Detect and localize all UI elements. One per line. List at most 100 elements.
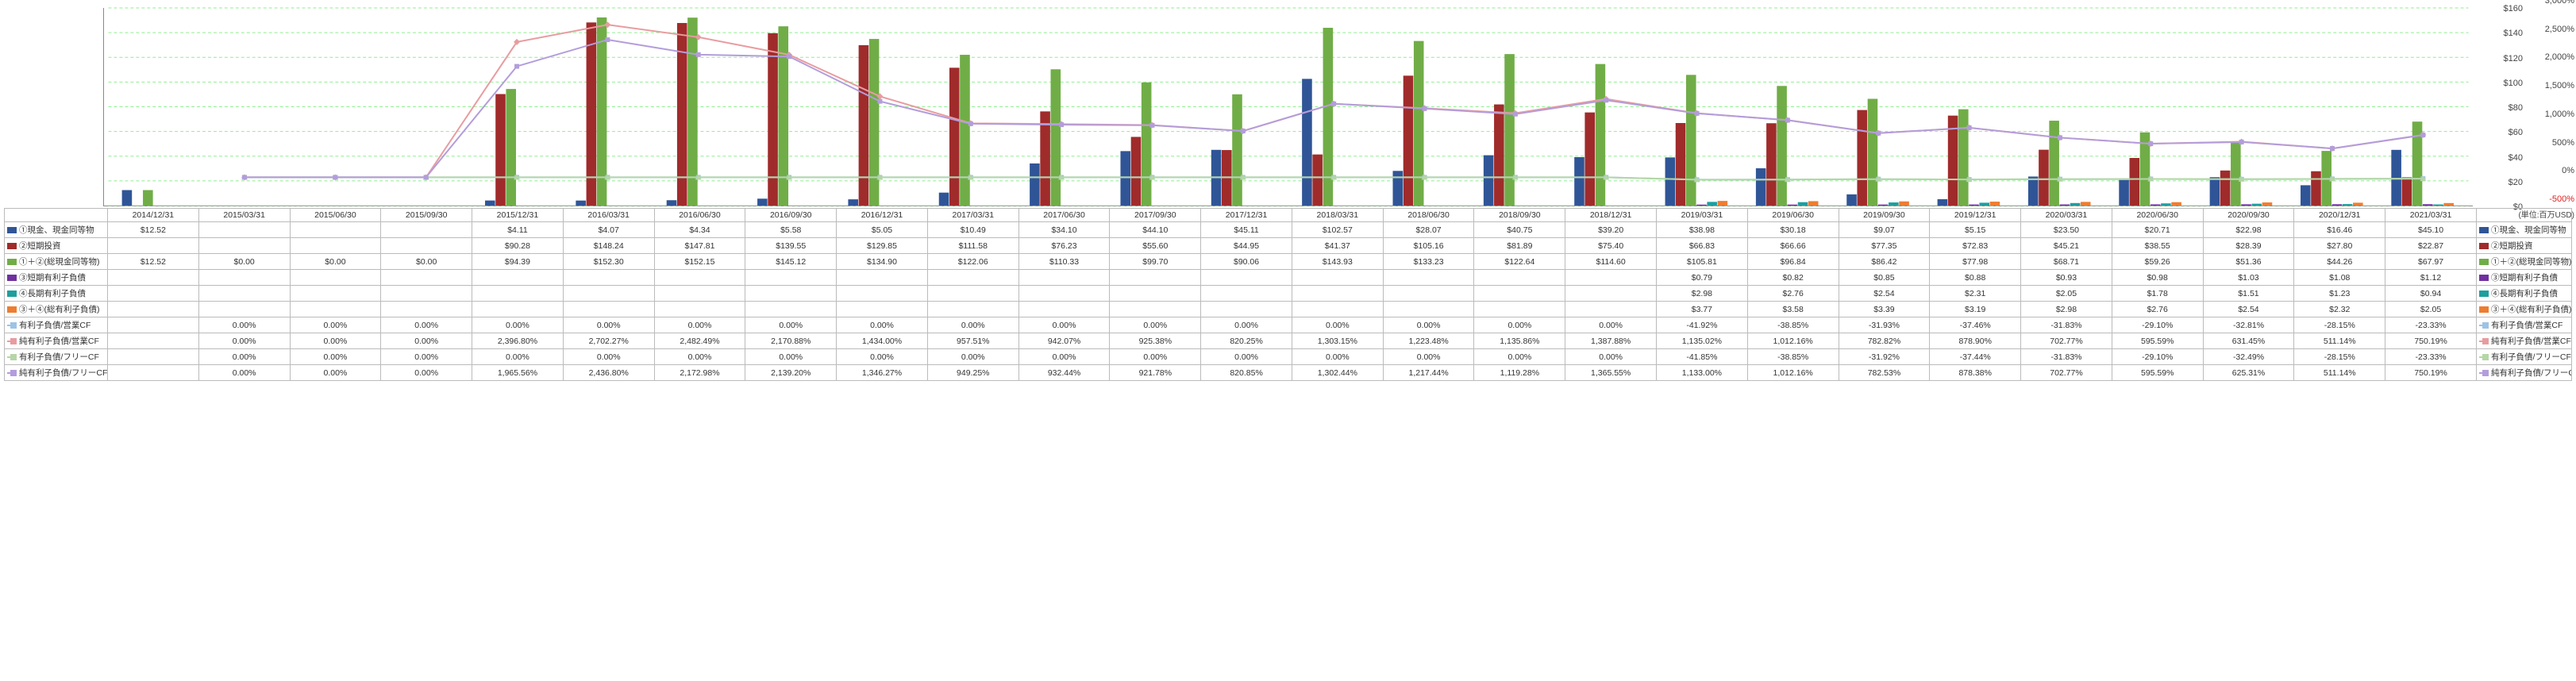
data-cell: 0.00%	[1018, 317, 1110, 333]
bars-svg	[104, 8, 2473, 206]
data-cell	[1110, 302, 1201, 317]
data-cell: $3.39	[1839, 302, 1930, 317]
data-cell: $0.93	[2021, 270, 2112, 286]
data-cell	[1565, 302, 1657, 317]
data-cell: $99.70	[1110, 254, 1201, 270]
data-cell: -28.15%	[2294, 317, 2385, 333]
data-cell: $114.60	[1565, 254, 1657, 270]
date-header: 2016/09/30	[745, 209, 837, 222]
date-header: 2020/03/31	[2021, 209, 2112, 222]
date-header: 2018/12/31	[1565, 209, 1657, 222]
date-header: 2019/06/30	[1747, 209, 1839, 222]
data-cell	[1018, 286, 1110, 302]
data-cell: $3.58	[1747, 302, 1839, 317]
chart-plot-area	[103, 8, 2473, 206]
data-cell: 878.38%	[1930, 365, 2021, 381]
data-cell: $143.93	[1292, 254, 1383, 270]
data-cell: -23.33%	[2385, 317, 2477, 333]
data-cell: $147.81	[654, 238, 745, 254]
data-cell: -28.15%	[2294, 349, 2385, 365]
data-cell: $66.66	[1747, 238, 1839, 254]
data-cell: 949.25%	[927, 365, 1018, 381]
date-header: 2015/09/30	[381, 209, 472, 222]
date-header: 2021/03/31	[2385, 209, 2477, 222]
legend-right-totd: ③＋④(総有利子負債)	[2477, 302, 2572, 317]
data-cell: 2,139.20%	[745, 365, 837, 381]
date-header: 2015/03/31	[198, 209, 290, 222]
data-cell: $3.19	[1930, 302, 2021, 317]
data-cell: 1,303.15%	[1292, 333, 1383, 349]
data-cell: 0.00%	[745, 349, 837, 365]
data-cell: 2,702.27%	[563, 333, 654, 349]
data-cell: 0.00%	[1474, 349, 1565, 365]
data-cell: $41.37	[1292, 238, 1383, 254]
data-cell: 820.25%	[1201, 333, 1292, 349]
data-cell	[654, 270, 745, 286]
data-cell: 750.19%	[2385, 333, 2477, 349]
data-cell	[381, 222, 472, 238]
data-cell: $4.11	[472, 222, 564, 238]
data-cell: $40.75	[1474, 222, 1565, 238]
data-cell: 0.00%	[290, 365, 381, 381]
data-cell: $5.15	[1930, 222, 2021, 238]
data-cell: $0.00	[381, 254, 472, 270]
data-cell: 782.82%	[1839, 333, 1930, 349]
date-header: 2019/09/30	[1839, 209, 1930, 222]
data-cell: $0.00	[290, 254, 381, 270]
row-header-nd_fcf: 純有利子負債/フリーCF	[5, 365, 108, 381]
data-cell: 957.51%	[927, 333, 1018, 349]
data-cell	[290, 270, 381, 286]
date-header: 2015/12/31	[472, 209, 564, 222]
data-table-wrap: 2014/12/312015/03/312015/06/302015/09/30…	[4, 208, 2572, 381]
data-cell: $0.00	[198, 254, 290, 270]
data-cell: -32.81%	[2203, 317, 2294, 333]
data-cell: $148.24	[563, 238, 654, 254]
data-cell: $68.71	[2021, 254, 2112, 270]
data-cell: $2.31	[1930, 286, 2021, 302]
data-cell: 0.00%	[472, 317, 564, 333]
data-cell	[927, 302, 1018, 317]
data-cell	[927, 270, 1018, 286]
data-cell: 0.00%	[745, 317, 837, 333]
data-cell: 631.45%	[2203, 333, 2294, 349]
data-cell: $38.98	[1657, 222, 1748, 238]
data-cell: $30.18	[1747, 222, 1839, 238]
data-cell: $2.98	[1657, 286, 1748, 302]
data-cell: $2.98	[2021, 302, 2112, 317]
data-cell: 0.00%	[927, 317, 1018, 333]
legend-right-d_ocf: 有利子負債/営業CF	[2477, 317, 2572, 333]
data-cell: 1,135.02%	[1657, 333, 1748, 349]
data-cell: $152.30	[563, 254, 654, 270]
data-cell: $2.76	[2112, 302, 2203, 317]
date-header: 2020/09/30	[2203, 209, 2294, 222]
data-cell: 932.44%	[1018, 365, 1110, 381]
data-cell: 625.31%	[2203, 365, 2294, 381]
data-cell: 1,387.88%	[1565, 333, 1657, 349]
data-cell: 702.77%	[2021, 333, 2112, 349]
data-cell: -38.85%	[1747, 349, 1839, 365]
data-cell: 511.14%	[2294, 333, 2385, 349]
data-cell: 0.00%	[381, 333, 472, 349]
data-cell: $45.11	[1201, 222, 1292, 238]
legend-right-d_fcf: 有利子負債/フリーCF	[2477, 349, 2572, 365]
legend-right-totcash: ①＋②(総現金同等物)	[2477, 254, 2572, 270]
data-cell: 1,223.48%	[1383, 333, 1474, 349]
date-header: 2019/03/31	[1657, 209, 1748, 222]
data-cell: -38.85%	[1747, 317, 1839, 333]
data-cell	[108, 286, 199, 302]
data-cell	[927, 286, 1018, 302]
data-cell: 2,482.49%	[654, 333, 745, 349]
data-cell: $44.95	[1201, 238, 1292, 254]
data-cell: $2.54	[2203, 302, 2294, 317]
data-cell: $122.64	[1474, 254, 1565, 270]
data-cell: $0.85	[1839, 270, 1930, 286]
data-cell: 0.00%	[927, 349, 1018, 365]
data-cell: 2,436.80%	[563, 365, 654, 381]
data-cell	[654, 286, 745, 302]
data-cell: 0.00%	[654, 349, 745, 365]
date-header: 2018/06/30	[1383, 209, 1474, 222]
data-cell: -31.92%	[1839, 349, 1930, 365]
data-cell	[381, 238, 472, 254]
data-cell	[1292, 302, 1383, 317]
data-cell	[472, 302, 564, 317]
